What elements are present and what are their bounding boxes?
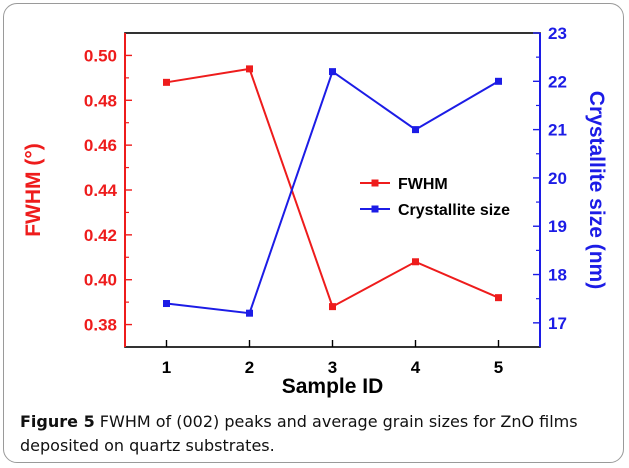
- y-left-tick-label-1: 0.40: [84, 271, 117, 290]
- y-right-tick-label-3: 20: [548, 169, 567, 188]
- x-tick-label-2: 2: [245, 358, 254, 377]
- series-1-point-2: [246, 309, 253, 317]
- series-0-point-2: [246, 65, 253, 73]
- x-tick-label-1: 1: [162, 358, 171, 377]
- x-tick-label-4: 4: [411, 358, 421, 377]
- y-right-tick-label-0: 17: [548, 314, 567, 333]
- y-left-tick-label-0: 0.38: [84, 316, 117, 335]
- legend-marker-0: [371, 179, 379, 187]
- y-left-tick-label-3: 0.44: [84, 181, 118, 200]
- legend-label-1: Crystallite size: [398, 202, 510, 219]
- x-axis-title: Sample ID: [282, 375, 384, 398]
- y-right-tick-label-1: 18: [548, 266, 567, 285]
- y-right-tick-label-2: 19: [548, 217, 567, 236]
- legend-label-0: FWHM: [398, 176, 448, 193]
- series-line-0: [166, 67, 499, 309]
- y-left-tick-label-6: 0.50: [84, 46, 117, 65]
- series-0-point-4: [412, 258, 419, 266]
- series-0-point-3: [329, 303, 336, 311]
- plot-area: [124, 32, 541, 348]
- figure-caption: Figure 5 FWHM of (002) peaks and average…: [20, 410, 620, 458]
- y-left-axis-title: FWHM (°): [22, 143, 45, 237]
- y-left-tick-label-2: 0.42: [84, 226, 117, 245]
- caption-text: FWHM of (002) peaks and average grain si…: [20, 412, 578, 455]
- series-1-point-4: [412, 126, 419, 134]
- y-left-tick-label-5: 0.48: [84, 91, 117, 110]
- y-left-tick-label-4: 0.46: [84, 136, 117, 155]
- series-0-point-5: [495, 294, 502, 302]
- chart: 1 2 3 4 50.380.400.420.440.460.480.501718192…: [22, 24, 608, 398]
- y-right-tick-label-5: 22: [548, 72, 567, 91]
- series-1-point-1: [163, 300, 170, 308]
- y-right-tick-label-6: 23: [548, 24, 567, 43]
- series-1-point-5: [495, 77, 502, 85]
- series-1-point-3: [329, 68, 336, 76]
- legend-marker-1: [371, 205, 379, 213]
- caption-label: Figure 5: [20, 412, 95, 431]
- x-tick-label-5: 5: [494, 358, 503, 377]
- y-right-tick-label-4: 21: [548, 121, 567, 140]
- y-right-axis-title: Crystallite size (nm): [585, 91, 608, 289]
- x-tick-label-3: 3: [328, 358, 337, 377]
- series-0-point-1: [163, 78, 170, 86]
- figure-frame: [3, 3, 624, 463]
